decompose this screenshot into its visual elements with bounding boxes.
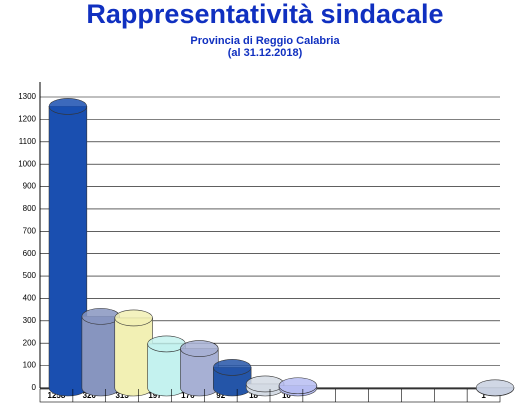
y-tick-label: 100: [23, 361, 37, 370]
bar: [278, 377, 318, 397]
y-tick-label: 900: [23, 182, 37, 191]
y-tick-label: 1300: [18, 92, 36, 101]
value-label: 92: [216, 391, 225, 400]
chart-title: Rappresentatività sindacale: [86, 0, 443, 29]
value-label: 18: [249, 391, 258, 400]
y-tick-label: 1100: [19, 137, 37, 146]
bar: [48, 98, 88, 397]
bar: [475, 379, 515, 397]
y-tick-label: 0: [32, 383, 37, 392]
y-tick-label: 500: [23, 271, 37, 280]
bar: [81, 308, 120, 397]
value-label: 10: [282, 391, 291, 400]
value-label: 320: [83, 391, 97, 400]
bar: [213, 359, 252, 397]
bar-part: [48, 106, 88, 397]
bar-part: [48, 98, 88, 115]
bar-part: [245, 375, 285, 393]
value-label: 1: [481, 391, 486, 400]
bar: [245, 375, 285, 397]
y-tick-label: 600: [23, 249, 37, 258]
value-label: 197: [148, 391, 162, 400]
chart-subtitle: (al 31.12.2018): [228, 47, 303, 59]
value-label: 176: [181, 391, 195, 400]
bar-part: [475, 379, 515, 397]
value-label: 313: [115, 391, 129, 400]
bar-part: [114, 317, 153, 397]
bar-part: [278, 377, 318, 395]
bar-part: [180, 340, 219, 357]
bar: [147, 335, 186, 397]
bar-part: [81, 316, 120, 397]
y-tick-label: 800: [23, 204, 37, 213]
chart-subtitle: Provincia di Reggio Calabria: [190, 35, 340, 47]
y-tick-label: 200: [23, 338, 37, 347]
bar: [180, 340, 219, 397]
y-tick-label: 300: [23, 316, 37, 325]
y-tick-label: 1200: [18, 114, 36, 123]
bar-part: [213, 359, 252, 376]
bar-part: [81, 308, 120, 325]
y-tick-label: 700: [23, 226, 37, 235]
y-tick-label: 1000: [18, 159, 36, 168]
y-tick-label: 400: [23, 294, 37, 303]
bar-part: [114, 309, 153, 327]
bar: [114, 309, 153, 397]
bar-part: [147, 335, 186, 353]
value-label: 1258: [48, 391, 66, 400]
